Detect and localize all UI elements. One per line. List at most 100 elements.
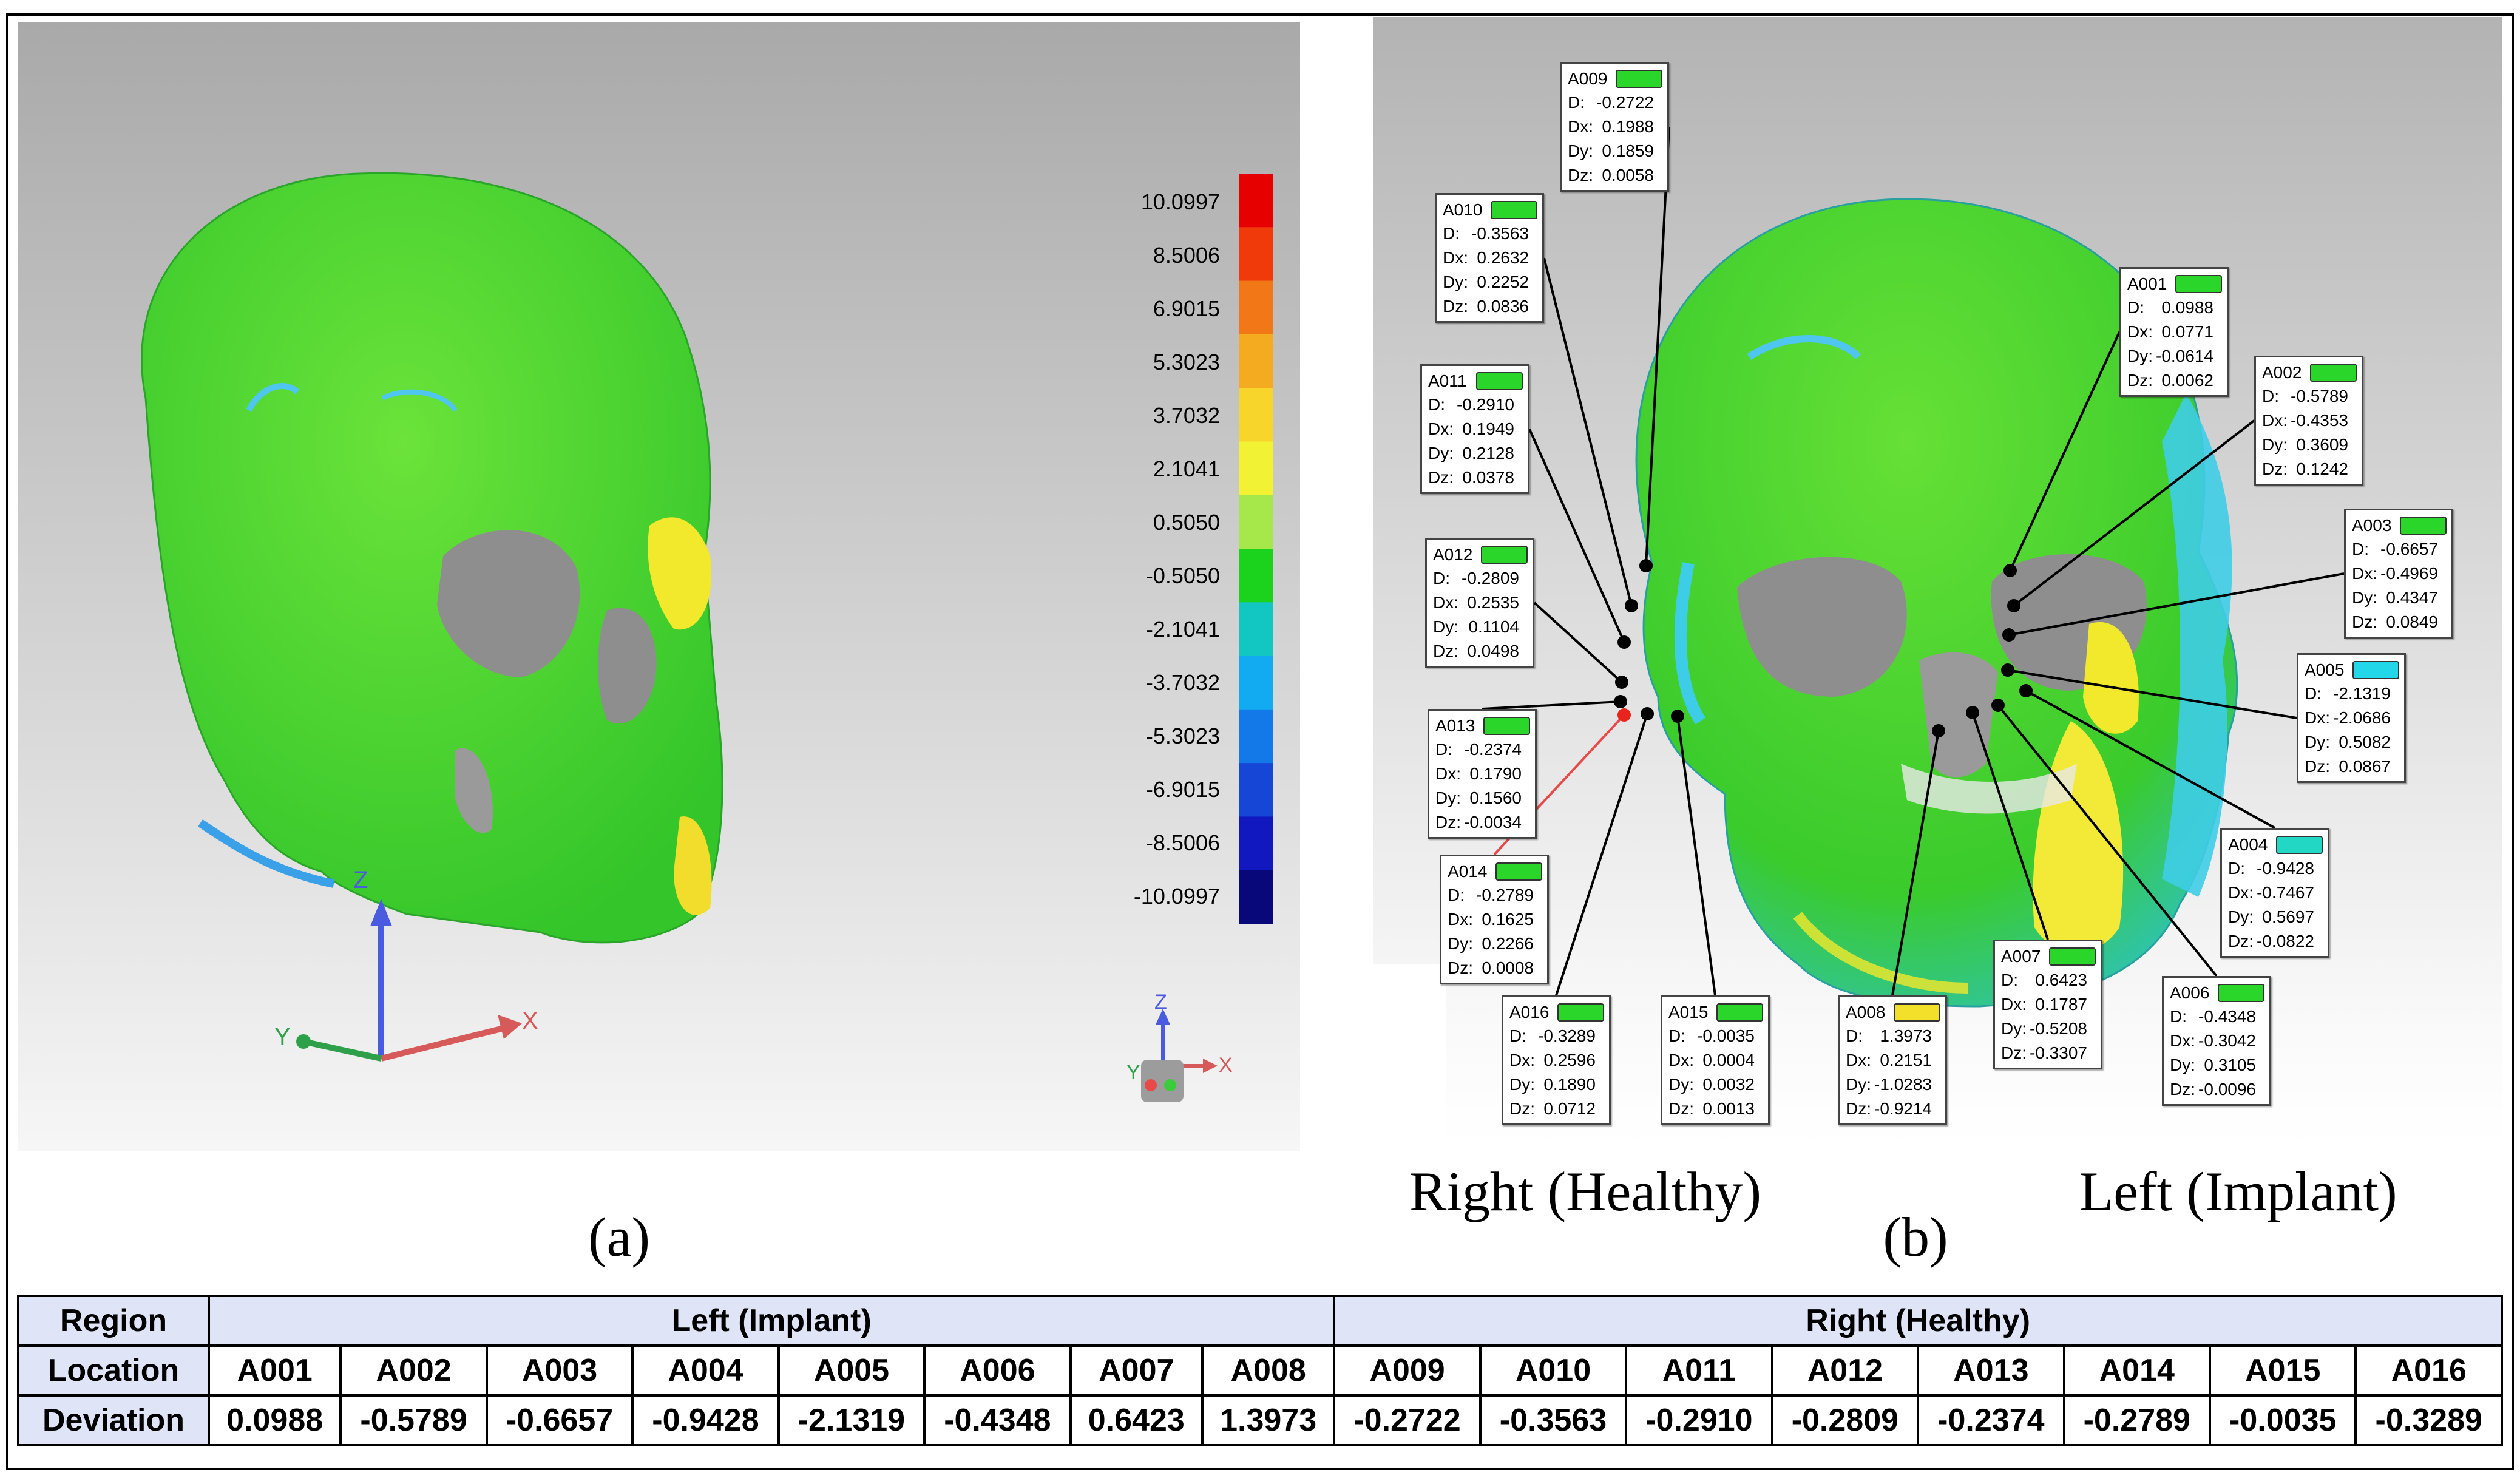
- measurement-point: [1932, 724, 1945, 737]
- location-cell: A013: [1917, 1344, 2065, 1397]
- callout-key: Dz:: [1428, 468, 1454, 487]
- location-cell: A015: [2209, 1344, 2357, 1397]
- callout-header: A006: [2170, 981, 2264, 1005]
- callout-value: 0.0032: [1702, 1075, 1755, 1094]
- colorbar-swatch: [1239, 763, 1273, 818]
- colorbar-swatch: [1239, 656, 1273, 710]
- callout-header: A013: [1435, 714, 1530, 737]
- location-cell: A011: [1625, 1344, 1773, 1397]
- axis-a-x-label: X: [522, 1008, 538, 1034]
- deviation-cell: -0.6657: [485, 1394, 634, 1446]
- callout-value: 0.1890: [1543, 1075, 1596, 1094]
- callout-a012: A012 D: -0.2809 Dx: 0.2535 Dy: 0.1104 Dz: 0.0498: [1425, 538, 1534, 668]
- callout-row-dx: Dx: 0.1949: [1428, 417, 1523, 441]
- mini-x-label: X: [1219, 1054, 1233, 1077]
- callout-value: 0.2151: [1880, 1051, 1932, 1069]
- colorbar-tick-label: -0.5050: [1145, 563, 1220, 588]
- callout-id: A011: [1428, 371, 1467, 390]
- callout-key: Dz:: [1509, 1099, 1535, 1118]
- callout-row-dz: Dz: 0.1242: [2262, 457, 2357, 481]
- callout-row-dx: Dx: 0.2632: [1443, 246, 1537, 270]
- callout-row-d: D: -0.2374: [1435, 737, 1530, 762]
- leader-line: [1891, 730, 1940, 996]
- callout-a015: A015 D: -0.0035 Dx: 0.0004 Dy: 0.0032 Dz: 0.0013: [1661, 995, 1770, 1125]
- location-cell: A002: [339, 1344, 488, 1397]
- callout-value: 0.1560: [1469, 788, 1522, 807]
- callout-id: A003: [2352, 516, 2392, 535]
- callout-leader-lines: [1482, 126, 2345, 996]
- label-left-implant: Left (Implant): [2079, 1160, 2397, 1222]
- callout-value: -1.0283: [1874, 1075, 1932, 1094]
- deviation-cell: 0.6423: [1069, 1394, 1204, 1446]
- callout-header: A003: [2352, 514, 2447, 537]
- callout-key: Dz:: [1846, 1099, 1871, 1118]
- callout-row-dy: Dy: -1.0283: [1846, 1072, 1940, 1097]
- callout-key: D:: [1433, 569, 1450, 588]
- callout-a011: A011 D: -0.2910 Dx: 0.1949 Dy: 0.2128 Dz: 0.0378: [1420, 364, 1529, 494]
- callout-row-dy: Dy: 0.5697: [2228, 905, 2323, 929]
- callout-value: 0.0378: [1462, 468, 1514, 487]
- callout-row-dy: Dy: -0.0614: [2127, 344, 2222, 368]
- callout-header: A010: [1443, 198, 1537, 222]
- callout-value: 0.4347: [2386, 588, 2438, 607]
- callout-row-dz: Dz: 0.0867: [2305, 754, 2399, 779]
- callout-value: 0.3609: [2296, 435, 2348, 454]
- callout-key: Dx:: [1846, 1051, 1871, 1069]
- callout-id: A002: [2262, 363, 2302, 382]
- callout-color-swatch: [1557, 1003, 1604, 1022]
- deviation-cell: 1.3973: [1201, 1394, 1336, 1446]
- measurement-point: [1617, 708, 1631, 722]
- colorbar-swatches: [1239, 174, 1273, 924]
- deviation-cell: -0.2789: [2062, 1394, 2212, 1446]
- callout-row-dx: Dx: 0.2596: [1509, 1048, 1604, 1072]
- callout-row-dy: Dy: 0.2128: [1428, 441, 1523, 466]
- callout-value: -0.0822: [2257, 932, 2314, 950]
- row-label-region: Region: [17, 1295, 210, 1347]
- callout-row-dz: Dz: 0.0378: [1428, 466, 1523, 490]
- callout-id: A005: [2305, 660, 2345, 679]
- callout-key: Dx:: [2305, 708, 2330, 727]
- callout-row-dz: Dz: 0.0058: [1568, 163, 1662, 188]
- leader-line: [1528, 429, 1625, 643]
- measurement-point: [1966, 706, 1979, 719]
- callout-key: D:: [2228, 859, 2245, 878]
- deviation-cell: -0.4348: [923, 1394, 1072, 1446]
- callout-value: -0.0096: [2198, 1080, 2256, 1099]
- callout-value: -0.9428: [2257, 859, 2314, 878]
- callout-color-swatch: [2048, 947, 2096, 966]
- callout-row-dz: Dz: 0.0836: [1443, 294, 1537, 319]
- callout-value: -0.3307: [2030, 1043, 2087, 1062]
- callout-color-swatch: [1483, 717, 1530, 735]
- colorbar-tick-label: -10.0997: [1133, 884, 1220, 909]
- deviation-cell: -0.9428: [631, 1394, 780, 1446]
- callout-header: A008: [1846, 1001, 1940, 1024]
- measurement-point: [1615, 676, 1628, 689]
- deviation-cell: -2.1319: [777, 1394, 926, 1446]
- callout-a005: A005 D: -2.1319 Dx: -2.0686 Dy: 0.5082 Dz: 0.086…: [2297, 653, 2406, 783]
- colorbar-tick-label: 8.5006: [1153, 243, 1220, 268]
- callout-key: D:: [1428, 395, 1445, 414]
- callout-id: A008: [1846, 1003, 1886, 1022]
- colorbar-swatch: [1239, 709, 1273, 764]
- callout-key: Dx:: [1428, 419, 1454, 438]
- callout-row-dy: Dy: 0.3105: [2170, 1053, 2264, 1077]
- callout-row-dx: Dx: -0.4353: [2262, 408, 2357, 433]
- colorbar-tick-label: 2.1041: [1153, 456, 1220, 481]
- callout-key: Dx:: [1568, 117, 1593, 136]
- colorbar-swatch: [1239, 334, 1273, 389]
- callout-row-d: D: -0.6657: [2352, 537, 2447, 561]
- callout-row-d: D: -2.1319: [2305, 682, 2399, 706]
- leader-line: [2008, 572, 2345, 636]
- callout-key: Dx:: [1509, 1051, 1535, 1069]
- callout-value: 1.3973: [1880, 1026, 1932, 1045]
- callout-id: A009: [1568, 69, 1608, 88]
- table-row-deviation: Deviation 0.0988 -0.5789 -0.6657 -0.9428 -2.…: [17, 1394, 2503, 1446]
- callout-value: 0.1787: [2035, 995, 2087, 1014]
- callout-key: Dx:: [2001, 995, 2027, 1014]
- callout-key: Dy:: [1448, 934, 1473, 953]
- callout-row-d: D: -0.3289: [1509, 1024, 1604, 1048]
- callout-row-dx: Dx: 0.0004: [1668, 1048, 1763, 1072]
- callout-value: -0.0614: [2156, 347, 2213, 365]
- location-cell: A012: [1770, 1344, 1920, 1397]
- deviation-cell: -0.2809: [1770, 1394, 1920, 1446]
